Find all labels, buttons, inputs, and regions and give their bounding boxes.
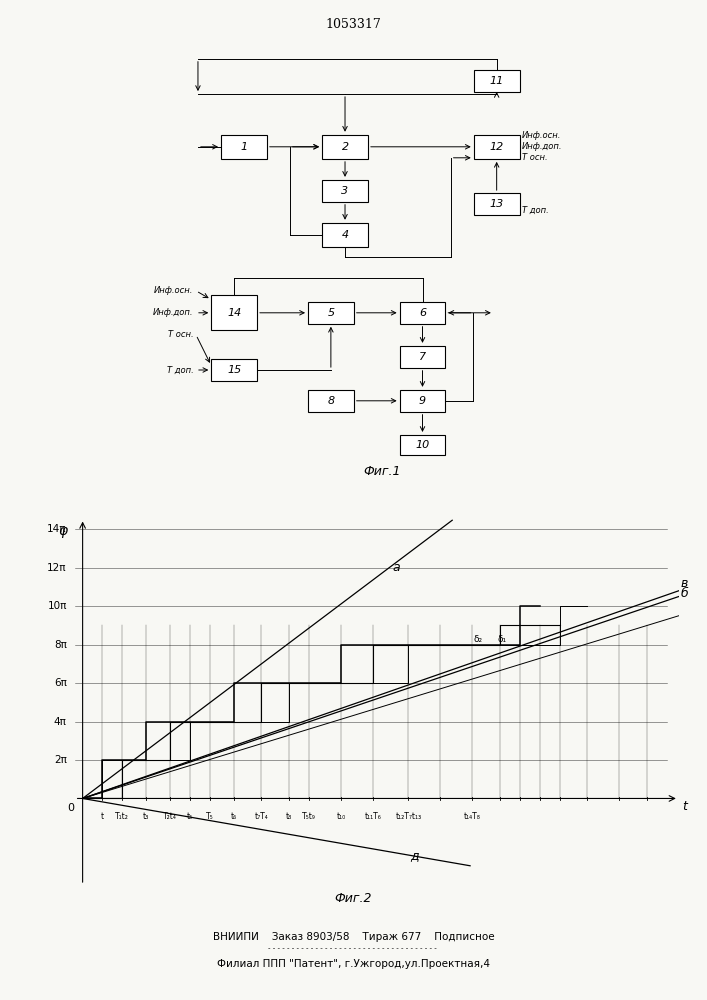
Text: 10: 10 (416, 440, 430, 450)
Text: t₁₄T₈: t₁₄T₈ (464, 812, 481, 821)
Text: 1053317: 1053317 (326, 18, 381, 31)
Bar (211, 295, 257, 330)
Text: б: б (681, 587, 689, 600)
Text: φ: φ (58, 524, 67, 538)
Text: Инф.осн.: Инф.осн. (154, 286, 194, 295)
Text: 2: 2 (341, 142, 349, 152)
Text: δ₁: δ₁ (497, 635, 506, 644)
Text: в: в (681, 577, 688, 590)
Text: T₅: T₅ (206, 812, 214, 821)
Bar (221, 135, 267, 159)
Bar (399, 435, 445, 455)
Text: - - - - - - - - - - - - - - - - - - - - - - - - - - - - - - - - - - - -: - - - - - - - - - - - - - - - - - - - - … (268, 945, 439, 951)
Text: t₁₀: t₁₀ (337, 812, 346, 821)
Text: Фиг.1: Фиг.1 (363, 465, 401, 478)
Bar (399, 302, 445, 324)
Text: Т доп.: Т доп. (522, 206, 549, 215)
Bar (474, 135, 520, 159)
Text: Т осн.: Т осн. (522, 153, 547, 162)
Text: Т осн.: Т осн. (168, 330, 194, 339)
Text: Инф.доп.: Инф.доп. (153, 308, 194, 317)
Text: t₅: t₅ (187, 812, 193, 821)
Text: t₈: t₈ (286, 812, 293, 821)
Bar (211, 359, 257, 381)
Text: 7: 7 (419, 352, 426, 362)
Text: 12π: 12π (47, 563, 66, 573)
Text: 9: 9 (419, 396, 426, 406)
Text: 2π: 2π (54, 755, 66, 765)
Text: Инф.осн.: Инф.осн. (522, 131, 561, 140)
Text: T₂t₄: T₂t₄ (163, 812, 177, 821)
Bar (399, 390, 445, 412)
Text: T₅t₉: T₅t₉ (302, 812, 316, 821)
Text: 6: 6 (419, 308, 426, 318)
Bar (322, 135, 368, 159)
Bar (322, 180, 368, 202)
Text: 10π: 10π (47, 601, 66, 611)
Text: ВНИИПИ    Заказ 8903/58    Тираж 677    Подписное: ВНИИПИ Заказ 8903/58 Тираж 677 Подписное (213, 932, 494, 942)
Text: 3: 3 (341, 186, 349, 196)
Text: 1: 1 (240, 142, 247, 152)
Text: 15: 15 (227, 365, 241, 375)
Text: 8π: 8π (54, 640, 66, 650)
Bar (322, 223, 368, 247)
Text: Т доп.: Т доп. (167, 365, 194, 374)
Bar (474, 70, 520, 92)
Text: 5: 5 (327, 308, 334, 318)
Text: t₁₂T₇t₁₃: t₁₂T₇t₁₃ (395, 812, 421, 821)
Text: Фиг.2: Фиг.2 (334, 892, 373, 905)
Text: t₃: t₃ (143, 812, 149, 821)
Text: Филиал ППП "Патент", г.Ужгород,ул.Проектная,4: Филиал ППП "Патент", г.Ужгород,ул.Проект… (217, 959, 490, 969)
Text: 4π: 4π (54, 717, 66, 727)
Text: t: t (101, 812, 104, 821)
Text: 4: 4 (341, 230, 349, 240)
Text: д: д (411, 849, 419, 862)
Text: a: a (392, 561, 400, 574)
Text: 8: 8 (327, 396, 334, 406)
Text: t: t (683, 800, 688, 813)
Text: 11: 11 (489, 76, 504, 86)
Text: t₁₁T₆: t₁₁T₆ (364, 812, 381, 821)
Text: 0: 0 (67, 803, 74, 813)
Bar (308, 390, 354, 412)
Text: 12: 12 (489, 142, 504, 152)
Bar (399, 346, 445, 368)
Text: 13: 13 (489, 199, 504, 209)
Bar (308, 302, 354, 324)
Text: 14: 14 (227, 308, 241, 318)
Text: δ₂: δ₂ (474, 635, 483, 644)
Text: T₁t₂: T₁t₂ (115, 812, 129, 821)
Text: 6π: 6π (54, 678, 66, 688)
Text: t₆: t₆ (230, 812, 237, 821)
Bar (474, 193, 520, 215)
Text: 14π: 14π (47, 524, 66, 534)
Text: t₇T₄: t₇T₄ (255, 812, 269, 821)
Text: Инф.доп.: Инф.доп. (522, 142, 563, 151)
